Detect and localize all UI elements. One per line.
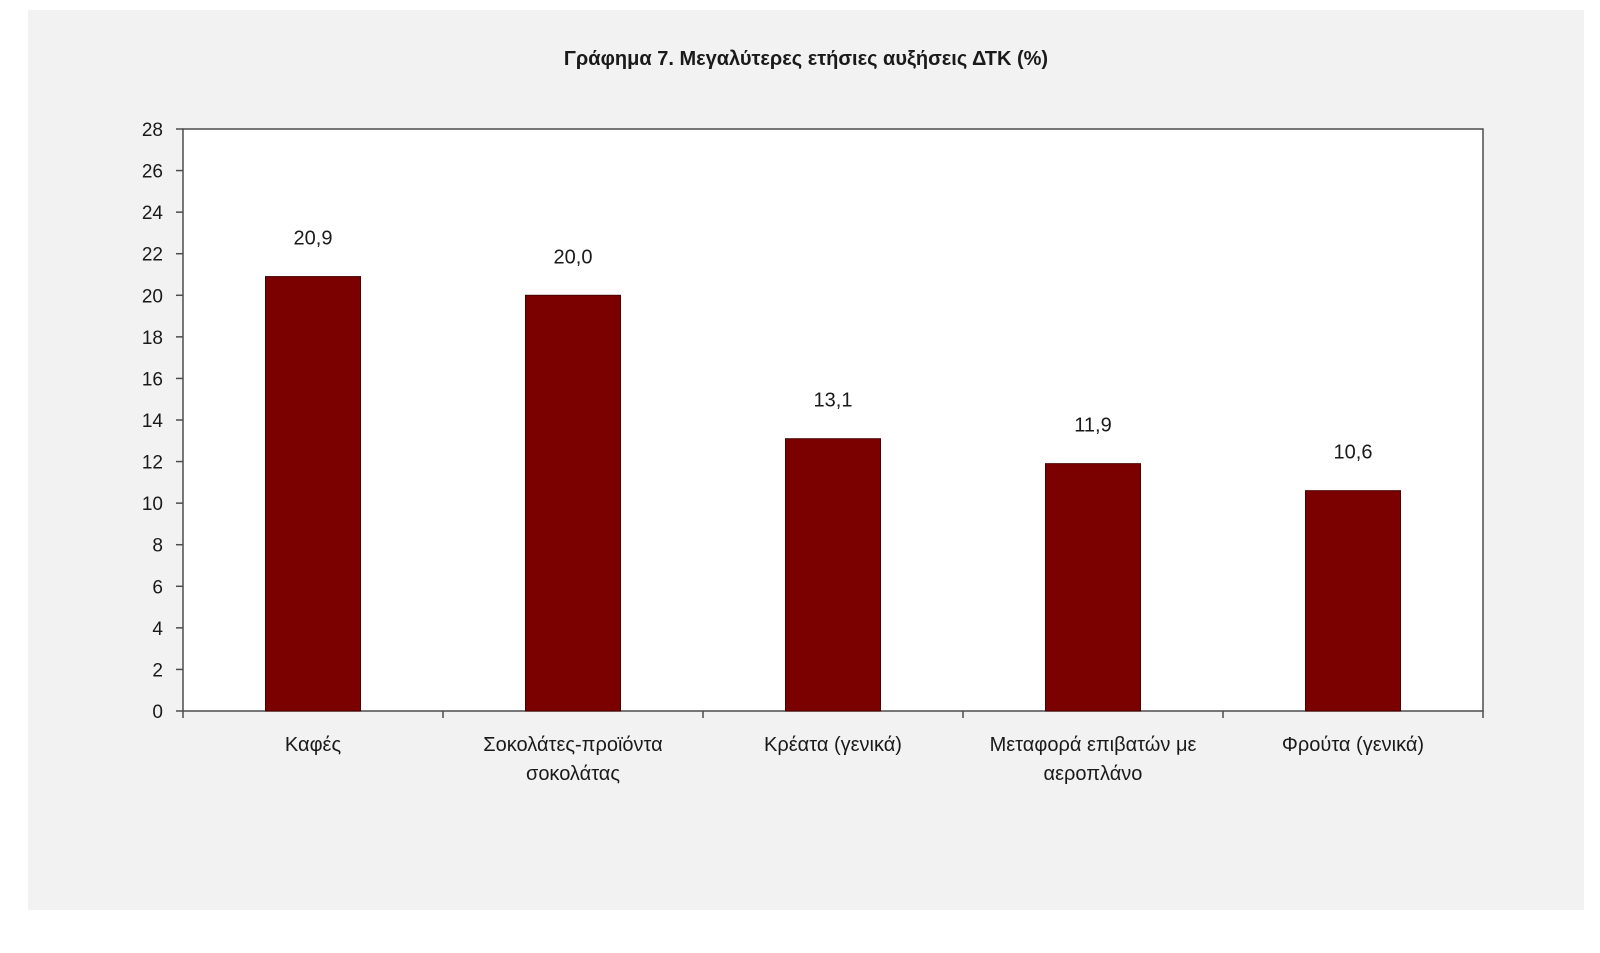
x-category-label-line: Μεταφορά επιβατών με — [990, 734, 1197, 756]
bar — [785, 438, 881, 712]
y-tick-label: 14 — [142, 411, 164, 432]
x-category-label-line: σοκολάτας — [526, 763, 620, 785]
bar — [525, 294, 621, 712]
x-category-label: Καφές — [285, 734, 342, 756]
plot-area: 024681012141618202224262820,9Καφές20,0Σο… — [142, 120, 1484, 785]
y-tick-label: 22 — [142, 245, 163, 266]
bar — [265, 276, 361, 712]
y-tick-label: 10 — [142, 494, 163, 515]
y-tick-label: 0 — [152, 702, 163, 723]
x-category-label: Κρέατα (γενικά) — [764, 734, 902, 756]
x-category-label-line: Σοκολάτες-προϊόντα — [483, 734, 662, 756]
x-category-label-line: Καφές — [285, 734, 342, 756]
y-tick-label: 18 — [142, 328, 163, 349]
data-label: 20,0 — [554, 246, 593, 268]
bar-chart: 024681012141618202224262820,9Καφές20,0Σο… — [142, 120, 1484, 785]
y-tick-label: 28 — [142, 120, 163, 141]
data-label: 11,9 — [1074, 415, 1111, 437]
x-category-label-line: Κρέατα (γενικά) — [764, 734, 902, 756]
bar — [1045, 463, 1141, 712]
data-label: 13,1 — [814, 390, 853, 412]
y-tick-label: 24 — [142, 203, 164, 224]
data-label: 10,6 — [1334, 442, 1373, 464]
x-category-label: Μεταφορά επιβατών με αεροπλάνο — [990, 734, 1197, 785]
y-tick-label: 16 — [142, 369, 163, 390]
x-category-label-line: αεροπλάνο — [1044, 763, 1143, 785]
y-tick-label: 26 — [142, 162, 163, 183]
y-tick-label: 2 — [152, 660, 163, 681]
y-tick-label: 6 — [152, 577, 163, 598]
chart-title: Γράφημα 7. Μεγαλύτερες ετήσιες αυξήσεις … — [563, 48, 1049, 70]
bar — [1305, 490, 1401, 712]
y-tick-label: 8 — [152, 536, 163, 557]
y-tick-label: 12 — [142, 453, 163, 474]
x-category-label: Φρούτα (γενικά) — [1282, 734, 1424, 756]
y-tick-label: 20 — [142, 286, 163, 307]
x-category-label: Σοκολάτες-προϊόντα σοκολάτας — [483, 734, 662, 785]
data-label: 20,9 — [294, 228, 333, 250]
x-category-label-line: Φρούτα (γενικά) — [1282, 734, 1424, 756]
chart-panel: Γράφημα 7. Μεγαλύτερες ετήσιες αυξήσεις … — [28, 10, 1584, 910]
y-tick-label: 4 — [152, 619, 163, 640]
